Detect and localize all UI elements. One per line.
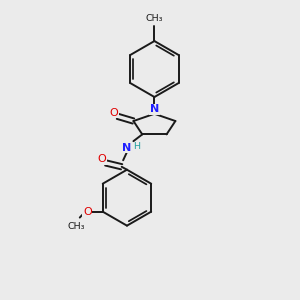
Text: N: N (150, 104, 159, 114)
Text: O: O (98, 154, 106, 164)
Text: O: O (110, 108, 118, 118)
Text: CH₃: CH₃ (68, 222, 85, 231)
Text: O: O (83, 207, 92, 217)
Text: CH₃: CH₃ (146, 14, 163, 23)
Text: H: H (134, 142, 140, 151)
Text: N: N (122, 142, 132, 153)
